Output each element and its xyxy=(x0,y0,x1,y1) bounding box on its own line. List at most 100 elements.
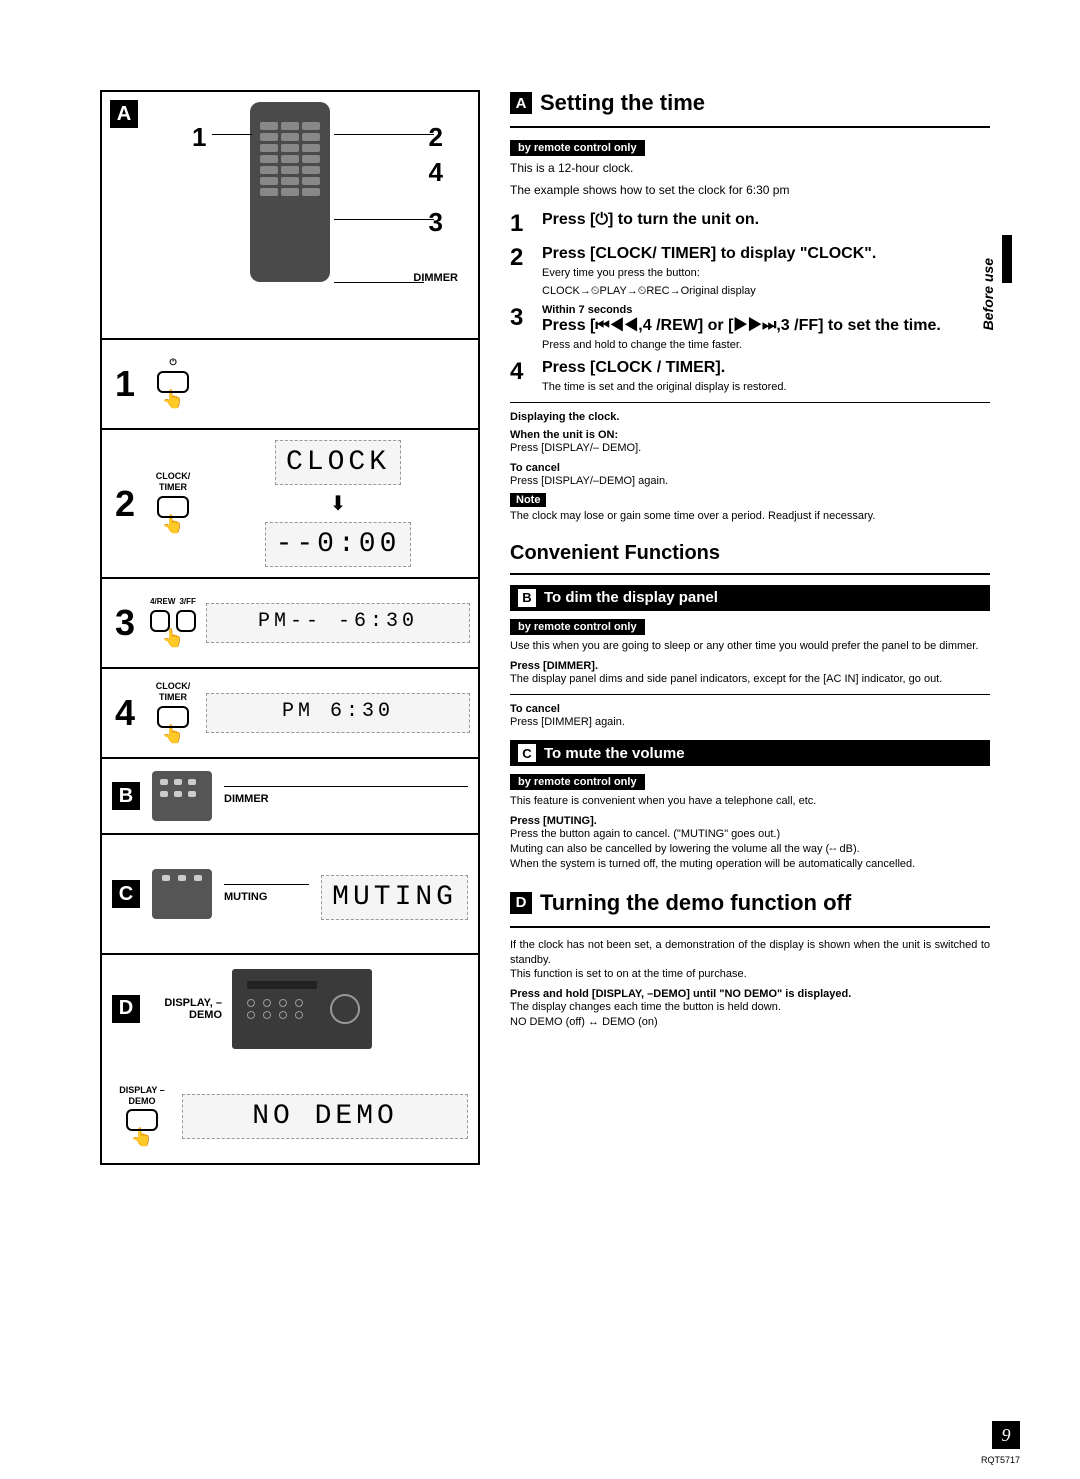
section-c-l2: Muting can also be cancelled by lowering… xyxy=(510,842,990,857)
display-clock-when: When the unit is ON: xyxy=(510,429,990,441)
step-3-button-icons: 4/REW 3/FF 👆 xyxy=(148,597,198,649)
section-d-press: Press and hold [DISPLAY, –DEMO] until "N… xyxy=(510,988,990,1000)
lcd-pm-set: PM 6:30 xyxy=(206,693,470,733)
step-2-button-icon: CLOCK/ TIMER 👆 xyxy=(148,471,198,535)
step-3-text: Press [⏮◀◀,4 /REW] or [▶▶⏭,3 /FF] to set… xyxy=(542,316,990,336)
remote-mini-b xyxy=(152,771,212,821)
step-1-num: 1 xyxy=(510,210,532,238)
step-row-2: 2 CLOCK/ TIMER 👆 CLOCK ⬇ --0:00 xyxy=(100,430,480,579)
fig-d-badge: D xyxy=(112,995,140,1023)
remote-mini-c xyxy=(152,869,212,919)
step-2-button-label: CLOCK/ TIMER xyxy=(156,471,191,492)
step-3-num: 3 xyxy=(510,304,532,352)
section-b-intro: Use this when you are going to sleep or … xyxy=(510,639,990,654)
fig-b-badge: B xyxy=(112,782,140,810)
fig-a-label-4: 4 xyxy=(429,157,443,188)
left-figure-column: A 1 2 4 3 DIMMER xyxy=(100,90,480,1165)
lcd-clock-word: CLOCK xyxy=(275,440,401,485)
down-arrow-icon: ⬇ xyxy=(330,491,347,516)
step-3-ff-label: 3/FF xyxy=(179,597,195,607)
section-a-intro-1: This is a 12-hour clock. xyxy=(510,160,990,176)
figure-a-remote-overview: A 1 2 4 3 DIMMER xyxy=(100,90,480,340)
fig-d-label: DISPLAY, –DEMO xyxy=(164,997,222,1021)
section-d-title: D Turning the demo function off xyxy=(510,890,990,916)
step-1-number: 1 xyxy=(110,363,140,405)
step-2-number: 2 xyxy=(110,483,140,525)
step-row-4: 4 CLOCK/ TIMER 👆 PM 6:30 xyxy=(100,669,480,759)
fig-a-badge: A xyxy=(110,100,138,128)
fig-a-label-3: 3 xyxy=(429,207,443,238)
stereo-unit-illustration xyxy=(232,969,372,1049)
display-clock-cancel-h: To cancel xyxy=(510,462,990,474)
section-c-title: To mute the volume xyxy=(544,745,685,762)
display-clock-press: Press [DISPLAY/– DEMO]. xyxy=(510,441,990,456)
fig-b-label: DIMMER xyxy=(224,793,269,805)
display-demo-button-label: DISPLAY –DEMO xyxy=(119,1085,165,1106)
section-b-cancel-t: Press [DIMMER] again. xyxy=(510,715,990,730)
step-1: 1 Press [⏻] to turn the unit on. xyxy=(510,210,990,238)
step-row-1: 1 ⏻ 👆 xyxy=(100,340,480,430)
section-d-l4: NO DEMO (off) ↔ DEMO (on) xyxy=(510,1015,990,1030)
section-b-letter: B xyxy=(518,589,536,607)
step-2-text: Press [CLOCK/ TIMER] to display "CLOCK". xyxy=(542,244,990,264)
section-b-press: Press [DIMMER]. xyxy=(510,660,990,672)
section-b-header: B To dim the display panel xyxy=(510,585,990,611)
fig-c-label: MUTING xyxy=(224,891,267,903)
fig-c-badge: C xyxy=(112,880,140,908)
page-number: 9 xyxy=(992,1421,1020,1449)
fig-a-label-1: 1 xyxy=(192,122,206,153)
step-row-3: 3 4/REW 3/FF 👆 PM-- -6:30 xyxy=(100,579,480,669)
fig-a-label-2: 2 xyxy=(429,122,443,153)
convenient-functions-heading: Convenient Functions xyxy=(510,542,990,565)
step-3-number: 3 xyxy=(110,602,140,644)
section-d-l3: The display changes each time the button… xyxy=(510,1000,990,1015)
display-clock-cancel-t: Press [DISPLAY/–DEMO] again. xyxy=(510,474,990,489)
note-text: The clock may lose or gain some time ove… xyxy=(510,509,990,524)
step-4-button-label: CLOCK/ TIMER xyxy=(156,681,191,702)
section-a-badge: A xyxy=(510,92,532,114)
lcd-pm-setting: PM-- -6:30 xyxy=(206,603,470,643)
figure-d-demo: D DISPLAY, –DEMO xyxy=(100,955,480,1165)
figure-c-muting: C MUTING MUTING xyxy=(100,835,480,955)
section-b-body: The display panel dims and side panel in… xyxy=(510,672,990,687)
section-c-remote-only: by remote control only xyxy=(510,774,645,790)
step-3-rew-label: 4/REW xyxy=(150,597,175,607)
display-demo-button-icon: DISPLAY –DEMO 👆 xyxy=(112,1085,172,1149)
section-a-title: A Setting the time xyxy=(510,90,990,116)
section-c-header: C To mute the volume xyxy=(510,740,990,766)
section-b-cancel-h: To cancel xyxy=(510,703,990,715)
section-b-remote-only: by remote control only xyxy=(510,619,645,635)
step-2-flow: CLOCK→⏲PLAY→⏲REC→Original display xyxy=(542,285,990,298)
section-d-l2: This function is set to on at the time o… xyxy=(510,967,990,982)
side-tab-marker xyxy=(1002,235,1012,283)
step-3-pre: Within 7 seconds xyxy=(542,304,990,316)
section-a-remote-only: by remote control only xyxy=(510,140,645,156)
step-2-num: 2 xyxy=(510,244,532,297)
section-c-press: Press [MUTING]. xyxy=(510,815,990,827)
step-3-sub: Press and hold to change the time faster… xyxy=(542,338,990,352)
section-d-l1: If the clock has not been set, a demonst… xyxy=(510,938,990,968)
section-c-l1: Press the button again to cancel. ("MUTI… xyxy=(510,827,990,842)
lcd-zero-time: --0:00 xyxy=(265,522,412,567)
note-label: Note xyxy=(510,493,546,507)
lcd-nodemo: NO DEMO xyxy=(182,1094,468,1139)
section-d-title-text: Turning the demo function off xyxy=(540,890,851,916)
step-4-button-icon: CLOCK/ TIMER 👆 xyxy=(148,681,198,745)
section-a-title-text: Setting the time xyxy=(540,90,705,116)
section-c-l3: When the system is turned off, the mutin… xyxy=(510,857,990,872)
section-a-steps: 1 Press [⏻] to turn the unit on. 2 Press… xyxy=(510,210,990,394)
step-1-button-icon: ⏻ 👆 xyxy=(148,357,198,410)
display-clock-heading: Displaying the clock. xyxy=(510,411,990,423)
document-id: RQT5717 xyxy=(981,1455,1020,1465)
step-3: 3 Within 7 seconds Press [⏮◀◀,4 /REW] or… xyxy=(510,304,990,352)
step-2: 2 Press [CLOCK/ TIMER] to display "CLOCK… xyxy=(510,244,990,297)
section-d-badge: D xyxy=(510,892,532,914)
step-2-sub: Every time you press the button: xyxy=(542,266,990,280)
step-4-number: 4 xyxy=(110,692,140,734)
right-text-column: Before use A Setting the time by remote … xyxy=(510,90,990,1165)
remote-illustration xyxy=(250,102,330,282)
step-4: 4 Press [CLOCK / TIMER]. The time is set… xyxy=(510,358,990,394)
step-4-num: 4 xyxy=(510,358,532,394)
lcd-muting: MUTING xyxy=(321,875,468,920)
step-1-text: Press [⏻] to turn the unit on. xyxy=(542,210,990,230)
